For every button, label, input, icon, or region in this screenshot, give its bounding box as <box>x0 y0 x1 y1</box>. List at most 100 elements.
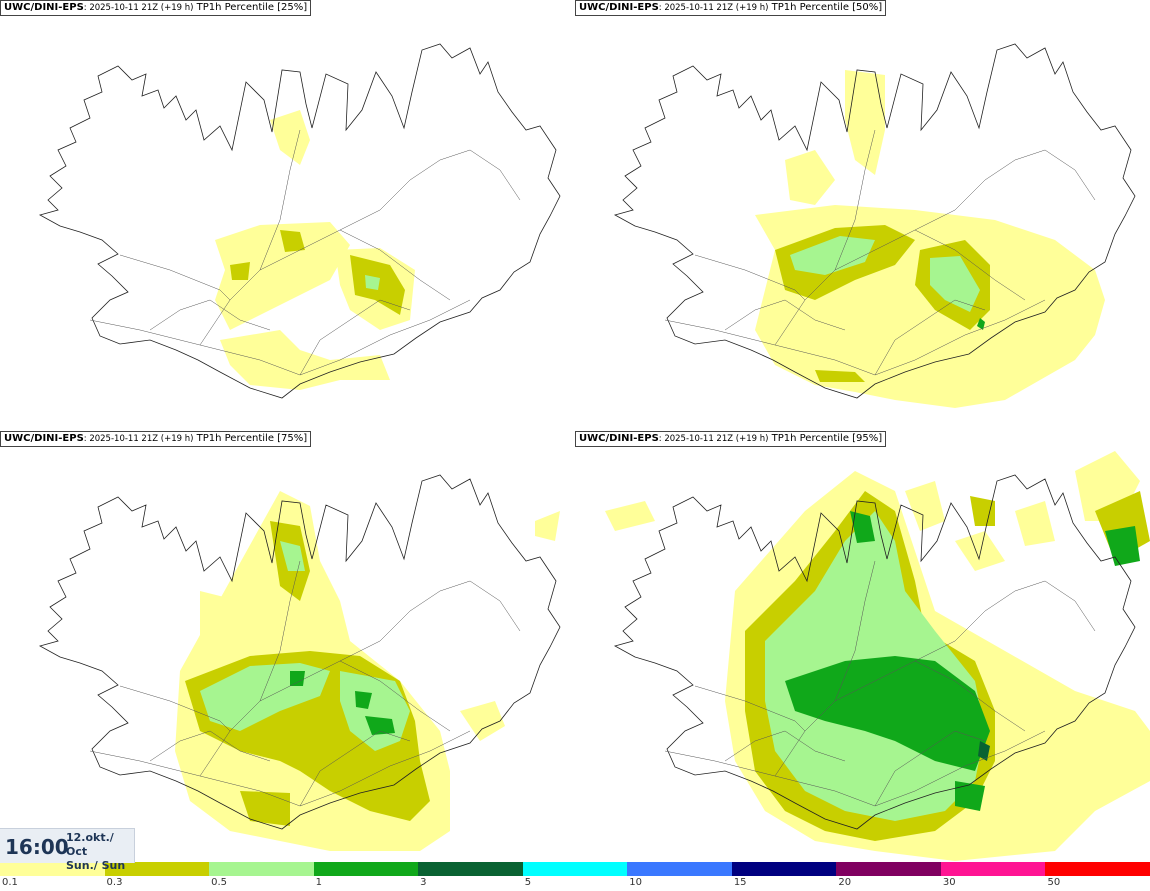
precipitation-area <box>930 256 980 312</box>
panel-title: UWC/DINI-EPS: 2025-10-11 21Z (+19 h) TP1… <box>0 0 312 16</box>
iceland-map <box>605 451 1150 861</box>
color-bar-tick-label: 20 <box>838 877 852 888</box>
precipitation-area <box>290 671 305 686</box>
color-bar-tick-labels: 0.1 0.3 0.5 1 3 5 10 15 20 30 50 <box>0 876 1150 891</box>
color-bar-tick-label: 10 <box>629 877 642 888</box>
road-line <box>199 209 381 346</box>
road-line <box>954 580 1096 642</box>
precipitation-area <box>215 222 350 330</box>
panel-title: UWC/DINI-EPS: 2025-10-11 21Z (+19 h) TP1… <box>575 0 887 16</box>
road-line <box>694 254 806 301</box>
color-bar-segment <box>418 862 523 876</box>
color-bar-tick-label: 30 <box>942 877 956 888</box>
road-line <box>774 209 956 346</box>
road-line <box>149 299 271 331</box>
road-line <box>914 660 1026 732</box>
iceland-map <box>38 43 561 399</box>
road-line <box>914 229 1026 301</box>
precipitation-area <box>905 481 945 531</box>
precipitation-area <box>365 275 380 290</box>
road-line <box>379 149 521 211</box>
road-line <box>694 685 806 732</box>
precipitation-area <box>850 511 875 543</box>
color-bar-segment <box>0 862 105 876</box>
iceland-map <box>38 474 561 851</box>
precipitation-area <box>365 716 395 735</box>
map-panel-p75: UWC/DINI-EPS: 2025-10-11 21Z (+19 h) TP1… <box>0 431 575 862</box>
road-line <box>724 730 846 762</box>
road-line <box>199 640 381 777</box>
road-line <box>259 560 301 702</box>
road-line <box>119 254 231 301</box>
precipitation-area <box>240 791 290 826</box>
color-bar-segment <box>209 862 314 876</box>
road-line <box>874 299 986 376</box>
precipitation-area <box>200 591 255 661</box>
road-line <box>724 299 846 331</box>
precipitation-area <box>280 541 305 571</box>
road-line <box>339 660 451 732</box>
precipitation-area <box>460 701 505 741</box>
road-line <box>379 580 521 642</box>
precipitation-area <box>1015 501 1055 546</box>
color-bar-tick-label: 0.3 <box>106 877 123 888</box>
color-bar-segment <box>627 862 732 876</box>
precipitation-area <box>790 236 875 275</box>
precipitation-area <box>977 318 985 330</box>
coastline <box>38 474 561 830</box>
precipitation-area <box>955 531 1005 571</box>
precipitation-area <box>605 501 655 531</box>
road-line <box>954 149 1096 211</box>
precipitation-area <box>845 70 885 175</box>
precipitation-area <box>785 150 835 205</box>
color-bar-segment <box>522 862 628 876</box>
precipitation-area <box>220 330 390 390</box>
coastline <box>38 43 561 399</box>
precipitation-area <box>280 230 305 252</box>
precipitation-area <box>970 496 995 526</box>
precipitation-area <box>535 511 560 541</box>
color-bar-segment <box>104 862 210 876</box>
precipitation-area <box>815 370 865 382</box>
precipitation-area <box>270 110 310 165</box>
panel-title: UWC/DINI-EPS: 2025-10-11 21Z (+19 h) TP1… <box>575 431 887 447</box>
color-bar-tick-label: 0.5 <box>211 877 227 888</box>
precipitation-area <box>978 741 990 761</box>
road-line <box>299 730 411 807</box>
map-panel-p25: UWC/DINI-EPS: 2025-10-11 21Z (+19 h) TP1… <box>0 0 575 431</box>
precipitation-area <box>230 262 250 280</box>
color-bar-segment <box>1045 862 1150 876</box>
precipitation-area <box>1105 526 1140 566</box>
map-panel-p95: UWC/DINI-EPS: 2025-10-11 21Z (+19 h) TP1… <box>575 431 1150 862</box>
road-line <box>834 129 876 271</box>
color-bar-tick-label: 3 <box>420 877 427 888</box>
coastline <box>613 474 1136 830</box>
iceland-map <box>613 43 1136 408</box>
color-bar-tick-label: 5 <box>524 877 532 888</box>
precipitation-area <box>955 781 985 811</box>
road-line <box>834 560 876 702</box>
road-line <box>119 685 231 732</box>
color-bar-segment <box>940 862 1046 876</box>
coastline <box>613 43 1136 399</box>
valid-date: 12.okt./ Oct Sun./ Sun <box>66 831 126 872</box>
precipitation-area <box>755 205 1105 408</box>
color-bar-tick-label: 0.1 <box>2 877 18 888</box>
color-bar-segment <box>731 862 837 876</box>
precipitation-area <box>785 656 990 771</box>
color-bar-tick-label: 50 <box>1047 877 1061 888</box>
color-bar-segment <box>313 862 419 876</box>
road-line <box>149 730 271 762</box>
valid-time: 16:00 <box>5 835 69 859</box>
precipitation-color-bar <box>0 862 1150 876</box>
road-line <box>259 129 301 271</box>
color-bar-tick-label: 15 <box>733 877 747 888</box>
valid-time-box: 16:00 12.okt./ Oct Sun./ Sun <box>0 828 135 872</box>
road-line <box>339 229 451 301</box>
road-line <box>874 730 986 807</box>
color-bar-tick-label: 1 <box>315 877 322 888</box>
map-panel-p50: UWC/DINI-EPS: 2025-10-11 21Z (+19 h) TP1… <box>575 0 1150 431</box>
panel-title: UWC/DINI-EPS: 2025-10-11 21Z (+19 h) TP1… <box>0 431 312 447</box>
road-line <box>299 299 411 376</box>
precipitation-area <box>355 691 372 709</box>
